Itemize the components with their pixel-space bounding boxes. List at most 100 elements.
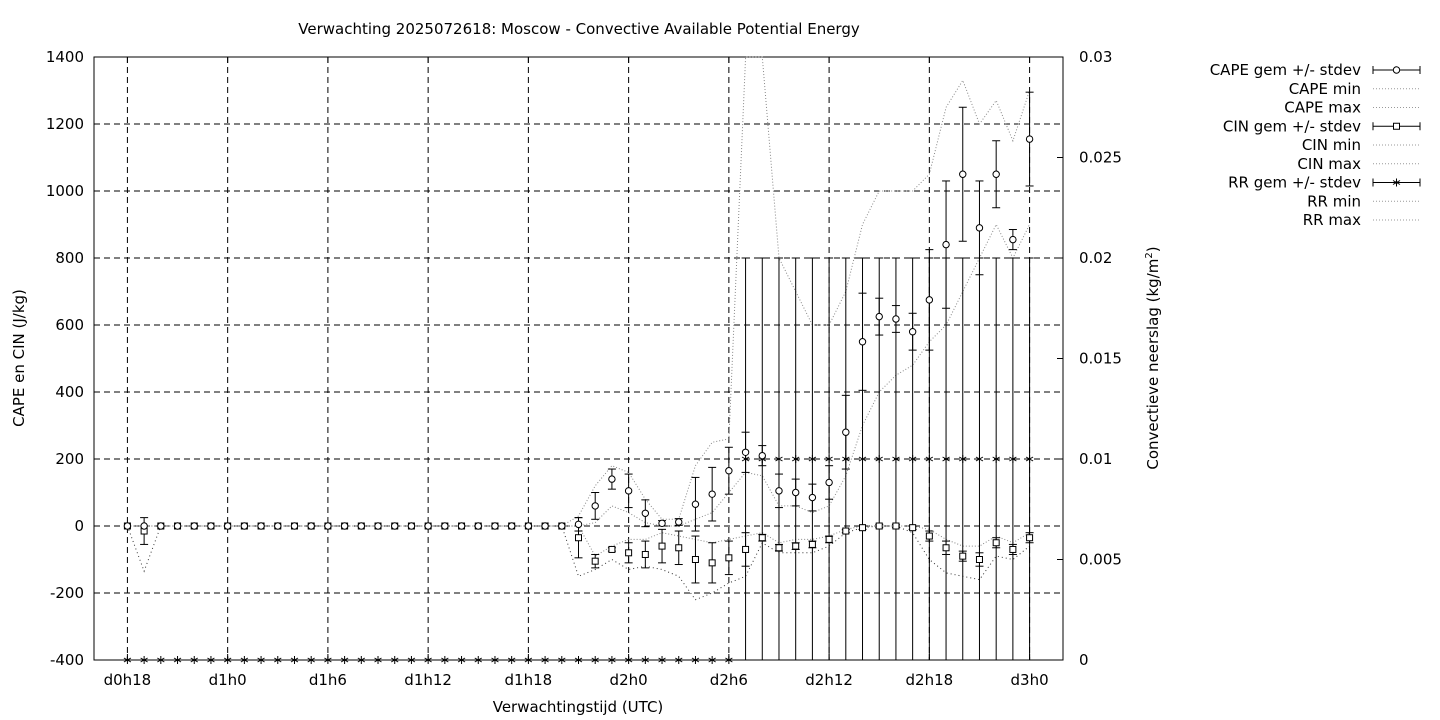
rr-point-stroke (658, 657, 666, 663)
cape-point (758, 451, 766, 460)
rr-point (775, 455, 783, 463)
cin-point (992, 539, 1000, 547)
cape-point (274, 522, 282, 530)
rr-point (641, 656, 650, 664)
legend-label: CIN min (1302, 136, 1361, 154)
rr-point-stroke (491, 657, 499, 663)
rr-point-stroke (959, 456, 967, 462)
rr-point-stroke (808, 456, 817, 462)
rr-point (1025, 455, 1034, 463)
x-tick-label: d1h18 (505, 671, 553, 689)
legend-label: CAPE max (1284, 99, 1361, 117)
legend-label: RR max (1303, 211, 1361, 229)
rr-point (290, 656, 299, 664)
rr-point (741, 455, 750, 463)
x-tick-label: d2h0 (610, 671, 648, 689)
cin-point (608, 545, 616, 553)
cin-point (742, 545, 750, 553)
cape-max-line (127, 56, 1031, 527)
rr-point (374, 656, 382, 664)
cape-point (524, 522, 533, 530)
cape-point (959, 170, 967, 178)
rr-point-stroke (541, 657, 549, 663)
cape-point (725, 467, 733, 475)
rr-point (324, 656, 332, 664)
rr-point-stroke (608, 657, 616, 663)
rr-point (1009, 455, 1017, 463)
rr-point (474, 656, 483, 664)
rr-point-stroke (641, 657, 650, 663)
rr-point-stroke (925, 456, 934, 462)
rr-point-stroke (591, 657, 599, 663)
rr-point (992, 455, 1000, 463)
rr-point-stroke (474, 657, 483, 663)
chart-title: Verwachting 2025072618: Moscow - Convect… (298, 20, 860, 38)
rr-point (925, 455, 934, 463)
rr-point (608, 656, 616, 664)
y2-tick-label: 0.02 (1079, 249, 1112, 267)
rr-point-stroke (173, 657, 182, 663)
rr-point-stroke (992, 456, 1000, 462)
rr-point-stroke (725, 657, 733, 663)
y-tick-label: -400 (50, 651, 84, 669)
y-axis-label: CAPE en CIN (J/kg) (10, 289, 28, 427)
x-tick-label: d2h6 (710, 671, 748, 689)
error-bars (140, 91, 1034, 661)
y2-tick-label: 0.025 (1079, 149, 1122, 167)
cin-point (892, 522, 900, 530)
rr-point-stroke (892, 456, 900, 462)
cin-point (658, 542, 666, 550)
rr-point (708, 656, 716, 664)
cin-point (641, 550, 649, 558)
rr-point (424, 656, 432, 664)
cape-point (825, 478, 833, 487)
cin-point (1009, 545, 1017, 553)
rr-point-stroke (942, 456, 950, 462)
rr-point-stroke (741, 456, 750, 462)
cape-point (558, 522, 566, 530)
rr-point (725, 656, 733, 664)
cape-point (324, 522, 332, 530)
rr-point-stroke (441, 657, 449, 663)
cape-point (858, 338, 867, 346)
cape-point (992, 170, 1000, 178)
cape-point (507, 522, 516, 530)
cape-point (541, 522, 549, 530)
cin-point (691, 556, 699, 563)
x-tick-label: d2h12 (805, 671, 853, 689)
rr-point-stroke (691, 657, 700, 663)
cape-point (190, 522, 198, 530)
rr-point (491, 656, 499, 664)
cape-point (942, 240, 950, 249)
cape-point (290, 522, 299, 530)
rr-point (942, 455, 950, 463)
grid-lines (94, 57, 1063, 660)
cape-min-line (127, 223, 1031, 527)
rr-point (240, 656, 249, 664)
x-axis-label: Verwachtingstijd (UTC) (493, 698, 664, 716)
rr-point-stroke (290, 657, 299, 663)
cape-point (775, 487, 783, 495)
rr-point (140, 656, 148, 664)
cape-point (842, 428, 850, 436)
cin-point (925, 532, 933, 540)
rr-point-stroke (390, 657, 399, 663)
rr-point (307, 656, 315, 664)
legend-label: CIN max (1297, 155, 1361, 173)
cape-point (658, 519, 666, 528)
cape-point (608, 475, 616, 483)
rr-point (441, 656, 449, 664)
x-tick-label: d1h12 (404, 671, 452, 689)
cape-point (307, 522, 315, 530)
rr-point-stroke (140, 657, 148, 663)
rr-point (908, 455, 917, 463)
rr-point-stroke (825, 456, 833, 462)
cin-point (591, 557, 599, 565)
y2-axis-label-end: ) (1144, 246, 1162, 252)
cin-point (792, 542, 800, 550)
series-markers (123, 135, 1034, 664)
rr-point (674, 656, 683, 664)
rr-point (157, 656, 165, 664)
cin-point (758, 534, 766, 542)
y-axis: -400 -200 0 200 400 600 800 1000 1200 1400 (46, 48, 100, 669)
